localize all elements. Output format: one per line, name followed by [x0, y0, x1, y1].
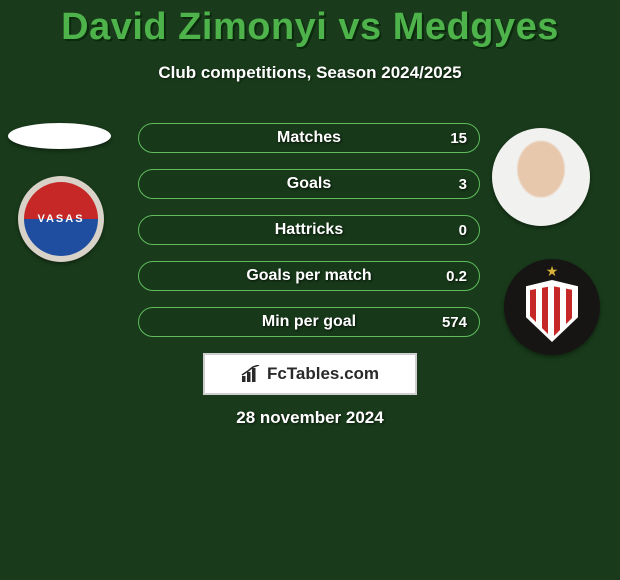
bars-icon: [241, 365, 263, 383]
stat-right-value: 3: [459, 170, 467, 198]
footer-text: FcTables.com: [267, 364, 379, 384]
page-title: David Zimonyi vs Medgyes: [0, 0, 620, 49]
stat-right-value: 15: [450, 124, 467, 152]
table-row: Goals 3: [138, 169, 480, 199]
table-row: Goals per match 0.2: [138, 261, 480, 291]
club-left-crest-text: VASAS: [24, 182, 98, 256]
stat-label: Matches: [277, 129, 341, 147]
club-left-crest: VASAS: [18, 176, 104, 262]
player-right-avatar: [492, 128, 590, 226]
stat-label: Goals per match: [246, 267, 371, 285]
table-row: Hattricks 0: [138, 215, 480, 245]
club-right-shield: [526, 280, 578, 342]
club-right-stripes: [530, 286, 574, 338]
comparison-table: Matches 15 Goals 3 Hattricks 0 Goals per…: [138, 123, 480, 353]
table-row: Min per goal 574: [138, 307, 480, 337]
page-subtitle: Club competitions, Season 2024/2025: [0, 63, 620, 83]
club-left-crest-inner: VASAS: [24, 182, 98, 256]
date-label: 28 november 2024: [0, 408, 620, 428]
stat-label: Hattricks: [275, 221, 343, 239]
stat-right-value: 0: [459, 216, 467, 244]
player-left-avatar: [8, 123, 111, 149]
club-right-crest: ★: [504, 259, 600, 355]
footer-attribution: FcTables.com: [203, 353, 417, 395]
stat-label: Min per goal: [262, 313, 356, 331]
stat-right-value: 0.2: [446, 262, 467, 290]
stat-right-value: 574: [442, 308, 467, 336]
stat-label: Goals: [287, 175, 331, 193]
table-row: Matches 15: [138, 123, 480, 153]
star-icon: ★: [546, 263, 559, 280]
